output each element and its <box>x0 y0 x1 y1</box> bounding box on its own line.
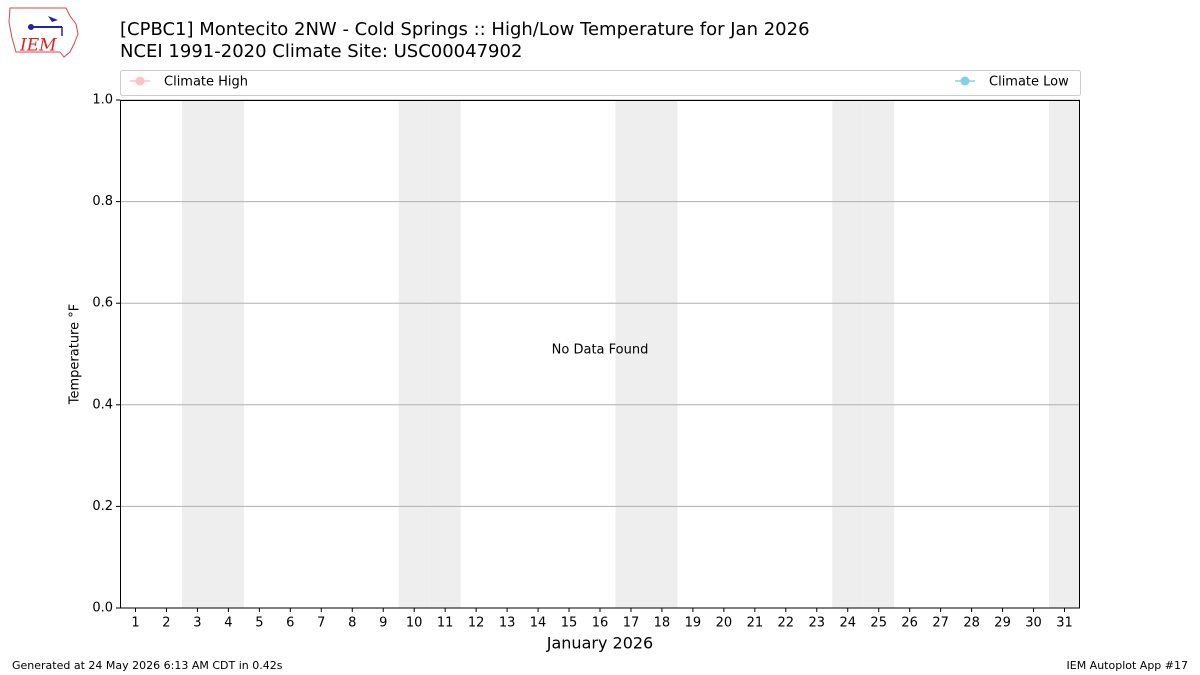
x-tick-label: 26 <box>901 616 918 631</box>
chart-subtitle: NCEI 1991-2020 Climate Site: USC00047902 <box>120 41 522 62</box>
chart-title: [CPBC1] Montecito 2NW - Cold Springs :: … <box>120 19 810 40</box>
x-tick-label: 12 <box>468 616 485 631</box>
x-tick-label: 3 <box>193 616 201 631</box>
weekend-shade <box>1049 100 1080 608</box>
x-tick-label: 1 <box>131 616 139 631</box>
x-tick-label: 27 <box>932 616 949 631</box>
x-tick-label: 7 <box>317 616 325 631</box>
annotation: No Data Found <box>552 343 649 358</box>
x-tick-label: 22 <box>778 616 795 631</box>
y-tick-label: 0.2 <box>92 499 113 514</box>
x-tick-label: 30 <box>1025 616 1042 631</box>
legend-box <box>120 70 1081 96</box>
x-tick-label: 4 <box>224 616 232 631</box>
x-tick-label: 17 <box>623 616 640 631</box>
x-tick-label: 23 <box>809 616 826 631</box>
weekend-shade <box>863 100 895 608</box>
weekend-shade <box>832 100 864 608</box>
y-tick-label: 0.8 <box>92 194 113 209</box>
y-tick-label: 0.6 <box>92 296 113 311</box>
x-tick-label: 28 <box>963 616 980 631</box>
footer-right: IEM Autoplot App #17 <box>1067 659 1189 672</box>
x-tick-label: 19 <box>685 616 702 631</box>
x-tick-label: 29 <box>994 616 1011 631</box>
y-tick-label: 0.0 <box>92 601 113 616</box>
y-axis-label: Temperature °F <box>68 304 83 405</box>
logo: IEM <box>8 7 79 58</box>
x-tick-label: 5 <box>255 616 263 631</box>
weekend-shade <box>615 100 647 608</box>
x-tick-label: 6 <box>286 616 294 631</box>
x-tick-label: 24 <box>839 616 856 631</box>
x-tick-label: 25 <box>870 616 887 631</box>
weekend-shade <box>646 100 678 608</box>
y-tick-label: 1.0 <box>92 93 113 108</box>
legend-marker <box>960 76 970 86</box>
x-tick-label: 21 <box>747 616 764 631</box>
logo-text: IEM <box>19 36 57 56</box>
x-tick-label: 31 <box>1056 616 1073 631</box>
x-tick-label: 16 <box>592 616 609 631</box>
legend-marker <box>135 76 145 86</box>
x-axis-label: January 2026 <box>546 634 653 653</box>
x-tick-label: 15 <box>561 616 578 631</box>
weekend-shade <box>429 100 461 608</box>
x-tick-label: 11 <box>437 616 454 631</box>
legend-label: Climate Low <box>989 75 1069 90</box>
x-tick-label: 9 <box>379 616 387 631</box>
weekend-shade <box>398 100 430 608</box>
weekend-shade <box>212 100 244 608</box>
x-tick-label: 14 <box>530 616 547 631</box>
x-tick-label: 13 <box>499 616 516 631</box>
x-tick-label: 8 <box>348 616 356 631</box>
plot-area <box>120 99 1080 609</box>
x-tick-label: 20 <box>716 616 733 631</box>
weekend-shade <box>181 100 213 608</box>
footer-left: Generated at 24 May 2026 6:13 AM CDT in … <box>12 659 283 672</box>
x-tick-label: 18 <box>654 616 671 631</box>
x-tick-label: 2 <box>162 616 170 631</box>
legend-label: Climate High <box>164 75 248 90</box>
y-tick-label: 0.4 <box>92 397 113 412</box>
x-tick-label: 10 <box>406 616 423 631</box>
